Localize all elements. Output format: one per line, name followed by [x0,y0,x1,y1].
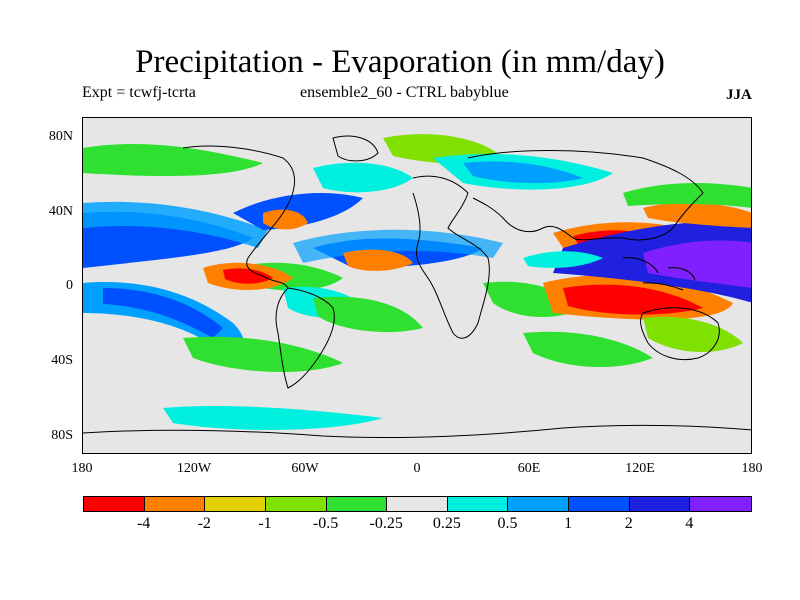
x-label-180w: 180 [71,461,93,476]
europe-africa-coast [412,175,490,339]
x-label-60w: 60W [291,461,319,476]
colorbar-label: 0.25 [432,515,461,532]
colorbar-label: 0.5 [497,515,518,532]
colorbar-label: -0.5 [312,515,339,532]
colorbar-cell [629,497,691,511]
asia-coast [467,150,704,241]
southern-green [183,336,343,373]
colorbar-label: -0.25 [369,515,403,532]
x-label-120e: 120E [625,461,655,476]
colorbar-cell [387,497,448,511]
colorbar-cell [326,497,388,511]
y-label-80s: 80S [51,428,73,443]
maritime-continent-coast [622,257,696,291]
arctic-green [83,143,263,176]
colorbar-cell [447,497,509,511]
colorbar-label: 2 [624,515,633,532]
south-atlantic-green [313,296,423,333]
antarctica-coast [83,424,751,439]
colorbar-label: 1 [564,515,573,532]
colorbar [83,496,752,512]
y-label-40n: 40N [48,204,73,219]
central-america-dry-core [223,268,273,284]
north-atlantic-cyan [313,162,413,193]
colorbar-cell [569,497,630,511]
colorbar-cell [690,497,751,511]
colorbar-label: 4 [685,515,694,532]
warm-pool-cyan-edge [523,251,603,268]
y-label-80n: 80N [48,129,73,144]
north-america-coast [182,145,296,289]
colorbar-cell [508,497,569,511]
y-label-0: 0 [66,278,73,293]
south-america-coast [275,287,335,389]
y-label-40s: 40S [51,353,73,368]
southern-cyan [163,406,383,430]
colorbar-cell [84,497,145,511]
x-label-60e: 60E [517,461,541,476]
australia-coast [640,307,720,361]
colorbar-label: -1 [258,515,272,532]
map-title: Precipitation - Evaporation (in mm/day) [135,44,665,80]
colorbar-label: -2 [197,515,211,532]
coastlines [83,135,751,439]
atlantic-dry-patch [343,249,413,271]
warm-pool-wet-core [643,240,751,288]
colorbar-cell [205,497,266,511]
north-pacific-west-green [623,183,751,208]
south-indian-green [523,331,653,368]
x-label-180e: 180 [741,461,763,476]
colorbar-cell [265,497,327,511]
x-label-120w: 120W [176,461,212,476]
season-label: JJA [726,87,752,103]
ensemble-label: ensemble2_60 - CTRL babyblue [300,84,509,101]
colorbar-cell [144,497,206,511]
asia-blue [463,161,583,184]
west-pacific-dry-core [563,284,703,315]
experiment-label: Expt = tcwfj-tcrta [82,84,196,101]
map-plot-area [82,117,752,454]
x-label-0: 0 [413,461,421,476]
greenland-coast [332,135,379,162]
south-pacific-core [103,288,223,338]
north-pacific-west-dry [643,202,751,228]
north-pacific-light-band [83,201,268,248]
colorbar-label: -4 [136,515,151,532]
map-field-svg [83,134,751,439]
southwest-pacific-green [643,316,743,353]
